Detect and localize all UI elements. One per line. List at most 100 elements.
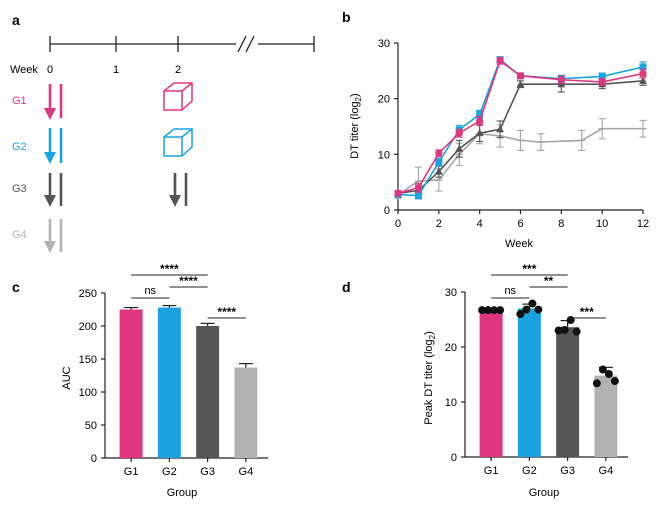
individual-point [598,365,607,374]
bar-g2 [157,307,181,458]
group-label-g2: G2 [12,141,27,153]
b-x-tick-label: 6 [517,218,523,230]
panel-label-c: c [12,279,20,295]
d-x-tick-label: G2 [522,465,537,477]
group-label-g1: G1 [12,95,27,107]
d-x-axis-label: Group [529,487,560,499]
series-g1 [394,56,647,197]
individual-point [560,325,569,334]
d-y-axis-label: Peak DT titer (log2) [423,331,437,425]
data-point-triangle [516,80,525,88]
bar-g1 [479,310,503,457]
series-line-g2 [397,58,644,197]
cube-icon-g2 [163,128,193,157]
individual-point [534,305,543,314]
d-y-tick-label: 10 [445,397,457,409]
significance-label: **** [217,305,236,319]
c-x-tick-label: G2 [162,466,177,478]
week-tick-1: 1 [113,64,119,76]
dose-arrow-g1 [44,84,63,120]
data-point-triangle [475,129,484,137]
c-y-tick-label: 250 [79,288,97,300]
c-x-tick-label: G3 [200,466,215,478]
data-point-square [598,72,606,80]
data-point-triangle [496,125,505,133]
week-tick-0: 0 [47,64,53,76]
significance-label: **** [179,274,198,288]
b-x-tick-label: 10 [596,218,608,230]
individual-point [572,327,581,336]
individual-point [554,326,563,335]
b-y-axis-label-sub: 2 [354,96,363,101]
panel-label-a: a [12,12,20,28]
individual-point [604,369,613,378]
series-g4 [394,118,647,199]
data-point-circle [414,184,423,192]
d-y-tick-label: 20 [445,342,457,354]
individual-point [516,310,525,318]
d-x-tick-label: G4 [599,465,614,477]
individual-point [478,306,487,315]
data-point-square [639,63,647,71]
individual-point [566,316,575,325]
d-x-tick-label: G1 [484,465,499,477]
significance-label: *** [580,305,594,319]
individual-point [592,379,601,388]
week-tick-2: 2 [175,64,181,76]
group-label-g3: G3 [12,183,27,195]
d-y-tick-label: 0 [451,452,457,464]
individual-point [522,305,531,314]
individual-point [496,306,505,315]
data-point-circle [598,78,606,86]
cube-icon-g1 [163,82,193,111]
data-point-square [476,110,484,118]
c-y-axis-label: AUC [61,366,73,389]
data-point-circle [557,76,565,84]
dose-arrow-g3 [44,173,63,207]
b-y-axis-label: DT titer (log2) [349,93,363,158]
data-point-circle [455,129,463,137]
boost-arrow-g3 [169,173,188,207]
individual-point [528,299,537,308]
c-x-axis-label: Group [167,487,198,499]
data-point-triangle [639,76,647,84]
c-x-tick-label: G1 [124,466,139,478]
significance-label: **** [160,262,179,276]
significance-label: ns [504,285,516,297]
bar-g3 [556,327,580,457]
bar-g1 [119,309,143,458]
b-x-tick-label: 0 [395,218,401,230]
b-y-tick-label: 30 [378,38,390,50]
individual-point [610,377,619,386]
individual-point [484,306,493,315]
data-point-circle [496,57,504,65]
b-y-tick-label: 0 [384,205,390,217]
b-x-axis-label: Week [505,238,533,250]
panel-label-d: d [342,279,351,295]
c-y-tick-label: 50 [85,420,97,432]
significance-label: ** [544,274,554,288]
individual-point [490,306,499,315]
d-y-axis-label-main: Peak DT titer (log [423,339,435,424]
b-y-axis-label-close: ) [349,93,361,97]
c-x-tick-label: G4 [239,466,254,478]
d-x-tick-label: G3 [560,465,575,477]
data-point-circle [639,70,647,78]
b-y-tick-label: 10 [378,149,390,161]
b-x-tick-label: 12 [637,218,649,230]
dose-arrow-g4 [44,219,63,253]
dose-arrow-g2 [44,128,63,164]
series-line-g3 [397,80,644,195]
week-label: Week [10,64,38,76]
group-label-g4: G4 [12,229,27,241]
data-point-circle [394,189,402,197]
b-y-tick-label: 20 [378,94,390,106]
panel-a-schedule: Week 0 1 2 G1 G2 G3 [10,35,315,253]
b-x-tick-label: 4 [477,218,483,230]
significance-label: *** [522,262,536,276]
data-point-circle [476,117,484,125]
data-point-square [414,192,422,200]
